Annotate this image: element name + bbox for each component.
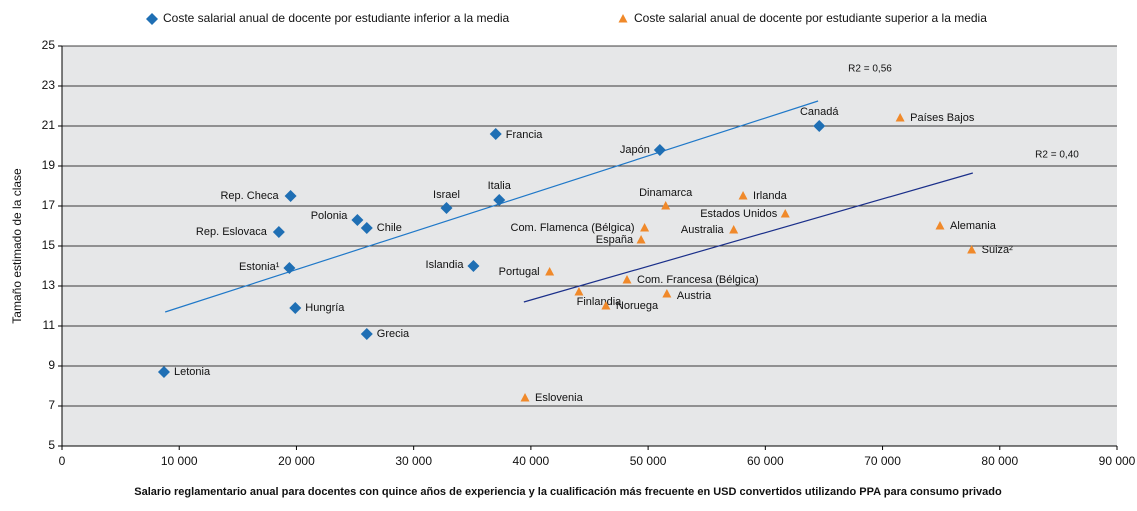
- y-tick-label: 17: [42, 198, 56, 212]
- point-label: Austria: [677, 290, 712, 302]
- point: [636, 235, 646, 244]
- point-label: Estonia¹: [239, 261, 280, 273]
- y-tick-label: 25: [42, 38, 56, 52]
- point-label: Grecia: [377, 328, 410, 340]
- point-label: Estados Unidos: [700, 208, 778, 220]
- point: [520, 393, 530, 402]
- legend-label: Coste salarial anual de docente por estu…: [163, 11, 510, 25]
- point-label: Eslovenia: [535, 392, 584, 404]
- point-label: Australia: [681, 224, 725, 236]
- point-label: Noruega: [616, 300, 659, 312]
- legend-label: Coste salarial anual de docente por estu…: [634, 11, 987, 25]
- point: [284, 190, 297, 202]
- x-tick-label: 10 000: [161, 454, 198, 468]
- point: [283, 262, 296, 274]
- point-label: Dinamarca: [639, 187, 693, 199]
- point: [493, 194, 506, 206]
- x-tick-label: 80 000: [981, 454, 1018, 468]
- point-label: Países Bajos: [910, 112, 975, 124]
- y-axis-label: Tamaño estimado de la clase: [10, 168, 24, 324]
- r2-annotation: R2 = 0,40: [1035, 150, 1079, 161]
- point: [640, 223, 650, 232]
- y-tick-label: 21: [42, 118, 56, 132]
- y-tick-label: 23: [42, 78, 56, 92]
- point: [467, 260, 480, 272]
- point: [440, 202, 453, 214]
- x-tick-label: 20 000: [278, 454, 315, 468]
- point: [661, 201, 671, 210]
- y-tick-label: 19: [42, 158, 56, 172]
- point-label: Rep. Checa: [220, 190, 279, 202]
- point-label: Letonia: [174, 366, 211, 378]
- point-label: Islandia: [426, 259, 465, 271]
- point: [935, 221, 945, 230]
- point-label: Alemania: [950, 220, 997, 232]
- trend-line: [523, 172, 973, 303]
- point: [601, 301, 611, 310]
- x-tick-label: 70 000: [864, 454, 901, 468]
- point: [729, 225, 739, 234]
- legend-marker: [618, 14, 628, 23]
- point: [653, 144, 666, 156]
- point-label: Polonia: [311, 210, 349, 222]
- y-tick-label: 9: [48, 358, 55, 372]
- point-label: España: [596, 234, 634, 246]
- x-axis-label: Salario reglamentario anual para docente…: [134, 486, 1002, 498]
- y-tick-label: 7: [48, 398, 55, 412]
- x-tick-label: 90 000: [1099, 454, 1136, 468]
- point-label: Com. Francesa (Bélgica): [637, 274, 759, 286]
- point-label: Suiza²: [982, 244, 1014, 256]
- legend-marker: [146, 13, 158, 25]
- point: [662, 289, 672, 298]
- point: [360, 222, 373, 234]
- point: [813, 120, 826, 132]
- x-tick-label: 0: [59, 454, 66, 468]
- point: [895, 113, 905, 122]
- point: [967, 245, 977, 254]
- y-tick-label: 11: [43, 318, 56, 332]
- point: [574, 287, 584, 296]
- point: [351, 214, 364, 226]
- point: [272, 226, 285, 238]
- point-label: Francia: [506, 129, 544, 141]
- x-tick-label: 60 000: [747, 454, 784, 468]
- point: [545, 267, 555, 276]
- x-tick-label: 30 000: [395, 454, 432, 468]
- y-tick-label: 13: [42, 278, 56, 292]
- x-tick-label: 40 000: [513, 454, 550, 468]
- y-tick-label: 15: [42, 238, 56, 252]
- point-label: Irlanda: [753, 190, 788, 202]
- trend-line: [164, 100, 819, 313]
- point-label: Chile: [377, 222, 402, 234]
- r2-annotation: R2 = 0,56: [848, 64, 892, 75]
- point-label: Rep. Eslovaca: [196, 226, 268, 238]
- point-label: Israel: [433, 189, 460, 201]
- point: [360, 328, 373, 340]
- point-label: Italia: [488, 180, 512, 192]
- point-label: Hungría: [305, 302, 345, 314]
- point: [738, 191, 748, 200]
- point-label: Japón: [620, 144, 650, 156]
- y-tick-label: 5: [48, 438, 55, 452]
- point: [289, 302, 302, 314]
- point: [157, 366, 170, 378]
- point-label: Finlandia: [577, 296, 623, 308]
- point-label: Portugal: [499, 266, 540, 278]
- point: [489, 128, 502, 140]
- x-tick-label: 50 000: [630, 454, 667, 468]
- point: [622, 275, 632, 284]
- point: [780, 209, 790, 218]
- point-label: Com. Flamenca (Bélgica): [511, 222, 635, 234]
- point-label: Canadá: [800, 106, 839, 118]
